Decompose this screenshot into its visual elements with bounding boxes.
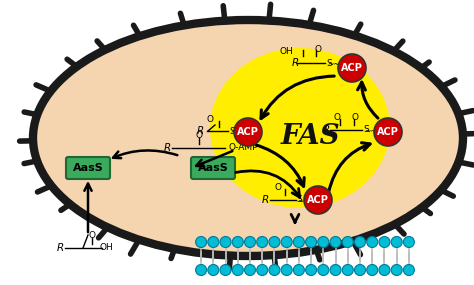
- Circle shape: [318, 237, 329, 247]
- Circle shape: [257, 237, 268, 247]
- Circle shape: [330, 264, 341, 276]
- Text: O: O: [352, 113, 358, 123]
- Text: S: S: [296, 196, 302, 205]
- Text: OH: OH: [99, 243, 113, 253]
- Text: S: S: [363, 125, 369, 135]
- Circle shape: [269, 264, 280, 276]
- Text: AasS: AasS: [73, 163, 103, 173]
- Text: ~~~: ~~~: [298, 198, 317, 207]
- Circle shape: [403, 264, 414, 276]
- Text: O: O: [207, 115, 213, 125]
- Circle shape: [245, 237, 255, 247]
- Circle shape: [234, 118, 262, 146]
- Circle shape: [367, 237, 378, 247]
- Text: O-AMP: O-AMP: [229, 144, 258, 152]
- Circle shape: [281, 237, 292, 247]
- Circle shape: [355, 264, 365, 276]
- Circle shape: [342, 237, 353, 247]
- Text: O: O: [274, 184, 282, 192]
- Circle shape: [304, 186, 332, 214]
- Circle shape: [403, 237, 414, 247]
- Circle shape: [391, 237, 402, 247]
- Circle shape: [245, 264, 255, 276]
- Circle shape: [232, 237, 243, 247]
- Ellipse shape: [210, 48, 390, 208]
- Text: FAS: FAS: [280, 123, 340, 150]
- FancyBboxPatch shape: [191, 157, 235, 179]
- Text: R: R: [164, 143, 171, 153]
- Text: O: O: [195, 131, 202, 141]
- Circle shape: [374, 118, 402, 146]
- Text: R: R: [196, 126, 204, 136]
- FancyBboxPatch shape: [66, 157, 110, 179]
- Text: ACP: ACP: [377, 127, 399, 137]
- Text: R: R: [322, 125, 329, 135]
- Circle shape: [208, 237, 219, 247]
- Circle shape: [208, 264, 219, 276]
- Text: ~~~: ~~~: [328, 60, 346, 70]
- Circle shape: [281, 264, 292, 276]
- Text: R: R: [292, 58, 299, 68]
- Circle shape: [269, 237, 280, 247]
- Circle shape: [355, 237, 365, 247]
- Text: ~~~: ~~~: [230, 129, 250, 137]
- Text: O: O: [315, 46, 321, 54]
- Circle shape: [257, 264, 268, 276]
- Circle shape: [306, 237, 317, 247]
- Ellipse shape: [33, 20, 463, 256]
- Text: ACP: ACP: [307, 195, 329, 205]
- Circle shape: [379, 264, 390, 276]
- Text: ACP: ACP: [341, 63, 363, 73]
- Circle shape: [318, 264, 329, 276]
- Circle shape: [293, 237, 304, 247]
- Text: ~~~: ~~~: [365, 127, 383, 137]
- Circle shape: [338, 54, 366, 82]
- Text: ACP: ACP: [237, 127, 259, 137]
- Circle shape: [367, 264, 378, 276]
- Circle shape: [232, 264, 243, 276]
- Circle shape: [293, 264, 304, 276]
- Text: R: R: [261, 195, 269, 205]
- Text: AasS: AasS: [198, 163, 228, 173]
- Circle shape: [196, 237, 207, 247]
- Circle shape: [342, 264, 353, 276]
- Circle shape: [379, 237, 390, 247]
- Circle shape: [220, 264, 231, 276]
- Circle shape: [330, 237, 341, 247]
- Circle shape: [220, 237, 231, 247]
- Text: S: S: [326, 58, 332, 68]
- Text: O: O: [89, 231, 95, 241]
- Text: O: O: [334, 113, 340, 123]
- Circle shape: [391, 264, 402, 276]
- Text: R: R: [56, 243, 64, 253]
- Text: S: S: [229, 127, 235, 135]
- Circle shape: [196, 264, 207, 276]
- Circle shape: [306, 264, 317, 276]
- Text: OH: OH: [279, 48, 293, 56]
